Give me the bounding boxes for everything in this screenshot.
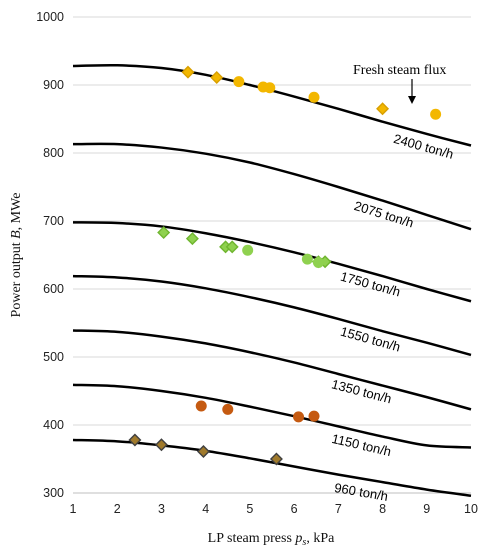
x-tick-9: 9: [423, 502, 430, 516]
marker-diamond-0-2: [376, 102, 390, 116]
marker-diamond-2-1: [185, 232, 199, 246]
marker-circle-3-0: [242, 244, 254, 256]
y-tick-600: 600: [43, 282, 64, 296]
x-axis-label: LP steam press ps, kPa: [208, 531, 335, 548]
curve-1150-ton-h: [72, 383, 472, 449]
y-tick-1000: 1000: [36, 10, 64, 24]
x-tick-2: 2: [114, 502, 121, 516]
x-tick-5: 5: [246, 502, 253, 516]
gridlines: [73, 16, 471, 494]
y-tick-700: 700: [43, 214, 64, 228]
marker-diamond-5-1: [154, 438, 168, 452]
y-tick-800: 800: [43, 146, 64, 160]
marker-diamond-2-3: [225, 240, 239, 254]
marker-circle-1-3: [308, 91, 320, 103]
curve-label-2075-ton-h: 2075 ton/h: [352, 198, 415, 230]
marker-diamond-2-0: [157, 226, 171, 240]
marker-diamond-5-0: [128, 433, 142, 447]
curve-960-ton-h: [72, 438, 472, 497]
x-tick-10: 10: [464, 502, 478, 516]
annotation-fresh-steam-flux: Fresh steam flux: [353, 63, 446, 78]
marker-circle-1-2: [264, 82, 276, 94]
marker-circle-4-2: [293, 411, 305, 423]
marker-circle-1-0: [233, 76, 245, 88]
curve-label-2400-ton-h: 2400 ton/h: [392, 131, 455, 162]
curve-2075-ton-h: [72, 142, 472, 231]
curve-label-960-ton-h: 960 ton/h: [333, 480, 389, 504]
data-markers: [128, 65, 442, 466]
annotation-arrow-head: [408, 96, 416, 104]
x-tick-labels: 1 2 3 4 5 6 7 8 9 10: [70, 502, 478, 516]
marker-circle-4-1: [222, 403, 234, 415]
x-tick-8: 8: [379, 502, 386, 516]
marker-circle-4-0: [195, 400, 207, 412]
y-tick-300: 300: [43, 486, 64, 500]
y-tick-900: 900: [43, 78, 64, 92]
marker-circle-4-3: [308, 410, 320, 422]
x-tick-6: 6: [291, 502, 298, 516]
y-tick-labels: 300 400 500 600 700 800 900 1000: [36, 10, 64, 500]
x-tick-1: 1: [70, 502, 77, 516]
marker-circle-3-2: [312, 256, 324, 268]
curves: [72, 63, 472, 497]
y-tick-400: 400: [43, 418, 64, 432]
marker-diamond-0-1: [210, 71, 224, 85]
marker-diamond-5-2: [196, 445, 210, 459]
marker-circle-3-1: [301, 253, 313, 265]
marker-diamond-5-3: [269, 452, 283, 466]
marker-circle-1-4: [430, 108, 442, 120]
x-tick-7: 7: [335, 502, 342, 516]
curve-1550-ton-h: [72, 274, 472, 357]
marker-diamond-0-0: [181, 65, 195, 79]
x-tick-4: 4: [202, 502, 209, 516]
curve-1750-ton-h: [72, 221, 472, 303]
y-tick-500: 500: [43, 350, 64, 364]
y-axis-label: Power output B, MWe: [9, 193, 24, 318]
x-tick-3: 3: [158, 502, 165, 516]
curve-1350-ton-h: [72, 329, 472, 411]
curve-label-1150-ton-h: 1150 ton/h: [330, 431, 392, 459]
